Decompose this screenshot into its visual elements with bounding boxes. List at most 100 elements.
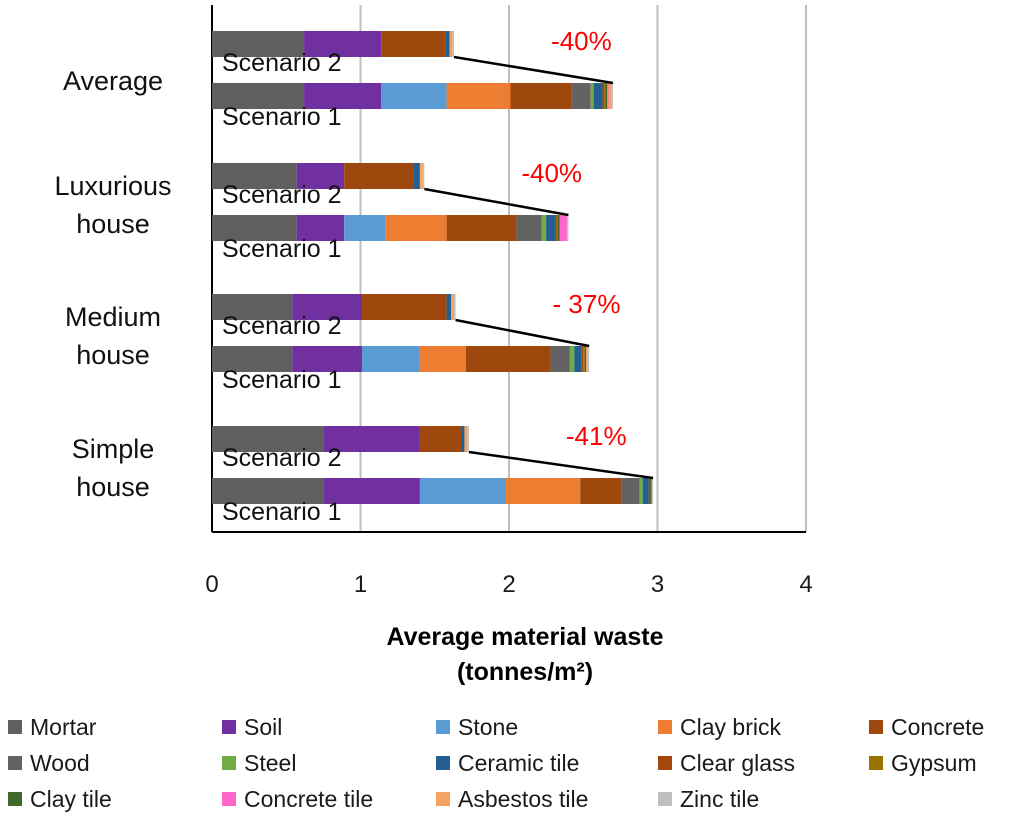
category-label: house — [76, 209, 150, 239]
bar-segment-soil — [304, 83, 382, 109]
bar-segment-steel — [541, 215, 547, 241]
x-tick-label: 0 — [205, 571, 218, 598]
bar-segment-clay-tile — [584, 346, 587, 372]
reduction-label: -41% — [566, 421, 627, 451]
x-tick-label: 4 — [799, 571, 812, 598]
bar-segment-concrete — [419, 426, 462, 452]
legend-label: Gypsum — [891, 749, 977, 776]
legend-item: Mortar — [8, 712, 96, 742]
bar-segment-mortar — [212, 163, 297, 189]
legend-item: Concrete — [869, 712, 984, 742]
reduction-label: -40% — [521, 158, 582, 188]
legend-item: Clay brick — [658, 712, 781, 742]
legend-item: Zinc tile — [658, 784, 759, 814]
bar-segment-clear-glass — [602, 83, 605, 109]
legend-swatch — [436, 720, 450, 734]
legend-label: Stone — [458, 713, 519, 740]
bar-segment-wood — [550, 346, 570, 372]
legend-swatch — [8, 720, 22, 734]
bar-segment-ceramic-tile — [445, 31, 450, 57]
bar-segment-concrete — [361, 294, 447, 320]
bar-segment-asbestos-tile — [449, 31, 453, 57]
legend-label: Concrete tile — [244, 785, 374, 812]
legend-swatch — [436, 792, 450, 806]
bar-segment-clay-brick — [506, 478, 581, 504]
bar-segment-steel — [569, 346, 575, 372]
scenario-label: Scenario 2 — [222, 444, 342, 472]
bar-segment-clay-brick — [385, 215, 447, 241]
bar-segment-asbestos-tile — [464, 426, 468, 452]
legend-label: Clear glass — [680, 749, 796, 776]
legend-item: Asbestos tile — [436, 784, 588, 814]
bar-segment-steel — [639, 478, 643, 504]
legend-swatch — [658, 792, 672, 806]
bar-segment-concrete — [446, 215, 517, 241]
bar-segment-zinc-tile — [454, 294, 456, 320]
scenario-label: Scenario 2 — [222, 181, 342, 209]
legend-swatch — [222, 720, 236, 734]
legend-swatch — [436, 756, 450, 770]
category-label: house — [76, 340, 150, 370]
scenario-label: Scenario 2 — [222, 49, 342, 77]
reduction-connector — [424, 187, 569, 217]
scenario-label: Scenario 1 — [222, 498, 342, 526]
reduction-connector — [453, 55, 614, 85]
bar-segment-soil — [296, 215, 345, 241]
legend-swatch — [869, 756, 883, 770]
legend-label: Ceramic tile — [458, 749, 580, 776]
category-label: house — [76, 472, 150, 502]
legend-label: Wood — [30, 749, 90, 776]
scenario-label: Scenario 2 — [222, 312, 342, 340]
category-label: Medium — [65, 302, 161, 332]
legend-swatch — [658, 756, 672, 770]
bar-segment-mortar — [212, 294, 293, 320]
x-tick-label: 3 — [651, 571, 664, 598]
bar-segment-stone — [381, 83, 447, 109]
legend-swatch — [8, 756, 22, 770]
legend-label: Concrete — [891, 713, 985, 740]
legend-item: Concrete tile — [222, 784, 373, 814]
bar-segment-gypsum — [583, 346, 585, 372]
bar-segment-ceramic-tile — [574, 346, 582, 372]
bar-segment-clear-glass — [555, 215, 557, 241]
bar-segment-ceramic-tile — [593, 83, 603, 109]
bar-segment-clay-brick — [446, 83, 511, 109]
bar-segment-ceramic-tile — [642, 478, 649, 504]
bar-segment-stone — [361, 346, 420, 372]
bar-segment-mortar — [212, 346, 293, 372]
legend-item: Gypsum — [869, 748, 977, 778]
legend-label: Clay tile — [30, 785, 112, 812]
bar-segment-asbestos-tile — [451, 294, 455, 320]
bar-segment-ceramic-tile — [413, 163, 420, 189]
legend-item: Soil — [222, 712, 282, 742]
legend-label: Asbestos tile — [458, 785, 589, 812]
bar-segment-clear-glass — [581, 346, 584, 372]
category-label: Simple — [72, 434, 155, 464]
category-label: Average — [63, 66, 163, 96]
bar-segment-concrete — [344, 163, 414, 189]
bar-segment-clay-tile — [605, 83, 608, 109]
bar-segment-concrete — [580, 478, 622, 504]
legend-label: Mortar — [30, 713, 97, 740]
bar-segment-concrete-tile — [559, 215, 567, 241]
bar-segment-steel — [590, 83, 594, 109]
bar-segment-wood — [621, 478, 640, 504]
bar-segment-concrete — [510, 83, 572, 109]
bar-segment-stone — [419, 478, 507, 504]
bar-segment-zinc-tile — [611, 83, 613, 109]
bar-segment-mortar — [212, 83, 305, 109]
bar-segment-ceramic-tile — [446, 294, 452, 320]
legend-item: Clear glass — [658, 748, 795, 778]
legend-swatch — [222, 756, 236, 770]
reduction-connector — [468, 450, 654, 480]
bar-segment-soil — [304, 31, 382, 57]
bar-segment-soil — [292, 294, 362, 320]
x-axis-title: Average material waste — [386, 623, 663, 651]
legend-swatch — [222, 792, 236, 806]
x-axis-title-line-2: (tonnes/m²) — [457, 658, 593, 686]
bar-segment-ceramic-tile — [461, 426, 465, 452]
chart-legend: Mortar Soil Stone Clay brick Concrete Wood Ste… — [0, 712, 1024, 819]
bar-segment-zinc-tile — [467, 426, 469, 452]
bar-segment-ceramic-tile — [546, 215, 556, 241]
legend-item: Steel — [222, 748, 296, 778]
